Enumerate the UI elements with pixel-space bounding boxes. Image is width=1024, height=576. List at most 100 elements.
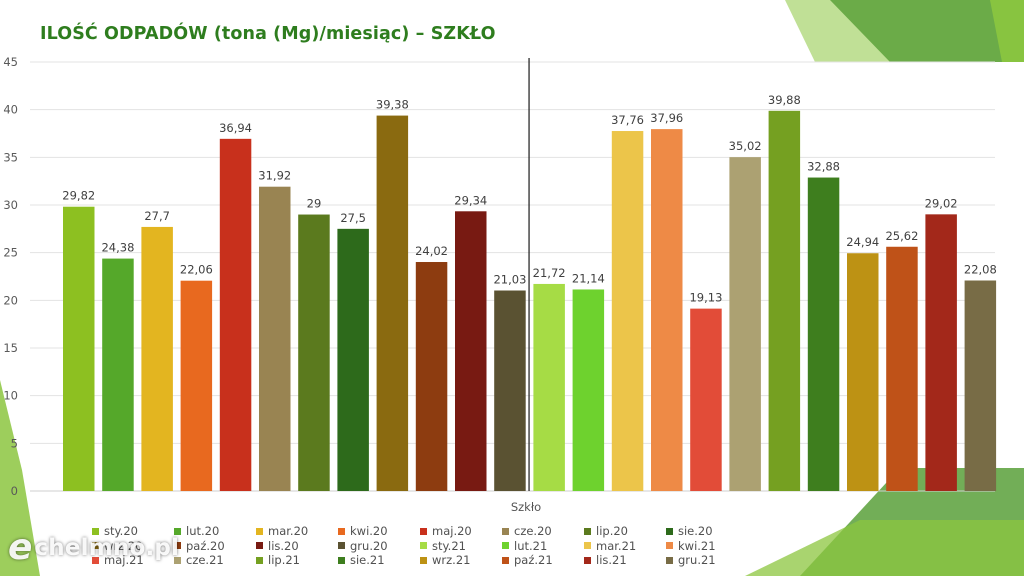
y-tick-label: 35 xyxy=(3,150,18,164)
legend-swatch xyxy=(502,542,509,550)
data-label: 25,62 xyxy=(885,229,918,243)
legend-label: sty.21 xyxy=(432,538,466,553)
legend-label: mar.21 xyxy=(596,538,637,553)
legend-label: wrz.21 xyxy=(432,553,471,568)
corner-shape-top-right-accent xyxy=(990,0,1024,62)
legend-item: wrz.20 xyxy=(92,539,174,554)
bar-paź.20 xyxy=(415,262,448,491)
data-label: 27,7 xyxy=(144,209,170,223)
legend-label: paź.20 xyxy=(186,538,225,553)
legend-swatch xyxy=(666,527,673,535)
legend-swatch xyxy=(666,556,673,564)
legend-item: sty.21 xyxy=(420,539,502,554)
y-axis-ticks: 0 5 10 15 20 25 30 35 40 45 xyxy=(3,55,18,498)
bar-kwi.21 xyxy=(651,129,683,491)
data-label: 37,76 xyxy=(611,113,644,127)
data-label: 24,02 xyxy=(415,244,448,258)
bar-sie.21 xyxy=(807,177,840,491)
bar-wrz.20 xyxy=(376,115,409,491)
legend-swatch xyxy=(174,542,181,550)
y-tick-label: 0 xyxy=(11,484,18,498)
legend-swatch xyxy=(256,527,263,535)
bar-gru.21 xyxy=(964,280,997,491)
legend-swatch xyxy=(420,556,427,564)
legend-swatch xyxy=(584,542,591,550)
y-tick-label: 40 xyxy=(3,103,18,117)
bar-mar.20 xyxy=(141,226,173,491)
legend-label: sie.20 xyxy=(678,524,713,539)
data-label: 36,94 xyxy=(219,121,252,135)
legend-item: mar.20 xyxy=(256,524,338,539)
corner-shape-bottom-right-light xyxy=(745,520,1024,576)
legend-swatch xyxy=(666,542,673,550)
legend-label: lut.20 xyxy=(186,524,220,539)
legend-swatch xyxy=(502,556,509,564)
legend-swatch xyxy=(420,527,427,535)
data-label: 29 xyxy=(307,197,322,211)
legend-item: kwi.20 xyxy=(338,524,420,539)
legend-item: lip.20 xyxy=(584,524,666,539)
legend-label: lut.21 xyxy=(514,538,548,553)
y-tick-label: 20 xyxy=(3,293,18,307)
legend-swatch xyxy=(174,556,181,564)
legend-label: lis.21 xyxy=(596,553,627,568)
legend-label: wrz.20 xyxy=(104,538,143,553)
bar-lut.20 xyxy=(102,258,134,491)
y-tick-label: 25 xyxy=(3,246,18,260)
data-label: 24,94 xyxy=(846,235,879,249)
legend-item: cze.21 xyxy=(174,553,256,568)
legend-item: sie.21 xyxy=(338,553,420,568)
bar-lis.21 xyxy=(925,214,957,492)
legend-item: cze.20 xyxy=(502,524,584,539)
legend-label: sie.21 xyxy=(350,553,385,568)
legend-swatch xyxy=(338,527,345,535)
legend-label: mar.20 xyxy=(268,524,309,539)
bar-lip.20 xyxy=(298,214,330,492)
legend-label: lip.21 xyxy=(268,553,300,568)
bar-lip.21 xyxy=(768,110,801,491)
data-label: 21,72 xyxy=(533,266,566,280)
chart-legend: sty.20 lut.20 mar.20 kwi.20 maj.20 cze.20 lip.… xyxy=(92,524,752,568)
bar-gru.20 xyxy=(494,290,526,491)
legend-item: lut.21 xyxy=(502,539,584,554)
legend-swatch xyxy=(584,556,591,564)
legend-item: gru.20 xyxy=(338,539,420,554)
legend-label: gru.21 xyxy=(678,553,716,568)
bar-paź.21 xyxy=(886,246,918,491)
legend-swatch xyxy=(92,542,99,550)
legend-item: lip.21 xyxy=(256,553,338,568)
data-label: 39,88 xyxy=(768,93,801,107)
bar-maj.21 xyxy=(690,308,722,491)
legend-label: maj.21 xyxy=(104,553,144,568)
legend-swatch xyxy=(420,542,427,550)
legend-label: cze.20 xyxy=(514,524,552,539)
data-label: 35,02 xyxy=(729,139,762,153)
legend-swatch xyxy=(584,527,591,535)
legend-label: cze.21 xyxy=(186,553,224,568)
y-tick-label: 5 xyxy=(11,436,18,450)
data-label: 29,34 xyxy=(454,193,487,207)
legend-swatch xyxy=(174,527,181,535)
legend-label: kwi.21 xyxy=(678,538,716,553)
corner-shape-top-right-dark xyxy=(830,0,1024,62)
data-label: 27,5 xyxy=(340,211,366,225)
legend-item: sie.20 xyxy=(666,524,748,539)
bar-sty.21 xyxy=(533,283,565,491)
legend-item: maj.21 xyxy=(92,553,174,568)
bar-mar.21 xyxy=(611,131,644,491)
bar-maj.20 xyxy=(219,138,252,491)
data-label: 37,96 xyxy=(650,111,683,125)
data-label: 24,38 xyxy=(101,241,134,255)
legend-swatch xyxy=(92,527,99,535)
bar-sty.20 xyxy=(63,206,95,491)
legend-label: kwi.20 xyxy=(350,524,388,539)
bar-kwi.20 xyxy=(180,280,213,491)
x-axis-label: Szkło xyxy=(511,500,541,514)
data-labels: 29,82 24,38 27,7 22,06 36,94 31,92 29 27,5 39,38… xyxy=(62,93,997,305)
legend-item: lis.20 xyxy=(256,539,338,554)
legend-item: lut.20 xyxy=(174,524,256,539)
legend-label: gru.20 xyxy=(350,538,388,553)
legend-item: paź.20 xyxy=(174,539,256,554)
legend-item: maj.20 xyxy=(420,524,502,539)
